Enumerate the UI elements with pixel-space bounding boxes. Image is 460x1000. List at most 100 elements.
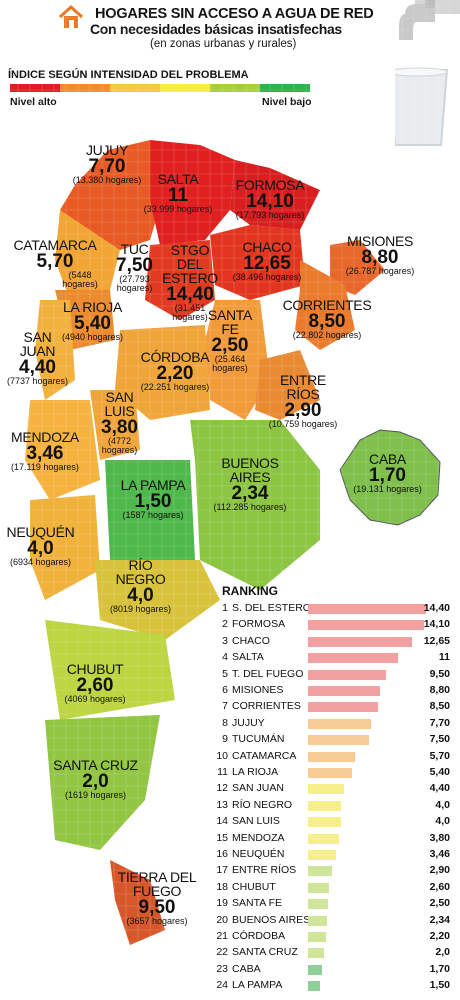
label-mendoza: MENDOZA 3,46 (17.119 hogares) (11, 429, 79, 472)
ranking-province: JUJUY (232, 716, 265, 729)
ranking-bar (308, 899, 329, 910)
ranking-province: SAN LUIS (232, 815, 280, 828)
ranking-row: 22 SANTA CRUZ 2,0 (212, 945, 460, 960)
ranking-bar (308, 604, 426, 614)
ranking-bar (308, 669, 386, 680)
label-san-luis: SAN LUIS 3,80 (4772 hogares) (101, 389, 138, 455)
ranking-province: SANTA CRUZ (232, 946, 298, 959)
ranking-row: 24 LA PAMPA 1,50 (212, 978, 460, 993)
label-chaco: CHACO 12,65 (38.496 hogares) (232, 239, 302, 282)
ranking-value: 3,46 (429, 848, 450, 860)
label-caba: CABA 1,70 (19.131 hogares) (353, 451, 422, 494)
ranking-row: 21 CÓRDOBA 2,20 (212, 929, 460, 944)
ranking-bar (308, 817, 341, 828)
ranking-position: 23 (216, 962, 228, 975)
label-tierra-del-fuego: TIERRA DEL FUEGO 9,50 (3657 hogares) (117, 869, 197, 926)
ranking-row: 10 CATAMARCA 5,70 (212, 749, 460, 764)
ranking-position: 19 (216, 897, 228, 910)
ranking-province: CATAMARCA (232, 749, 297, 762)
ranking-province: CHUBUT (232, 880, 276, 893)
ranking-row: 20 BUENOS AIRES 2,34 (212, 913, 460, 928)
ranking-row: 8 JUJUY 7,70 (212, 716, 460, 731)
ranking-value: 4,40 (429, 782, 450, 795)
ranking-position: 13 (216, 798, 228, 811)
ranking-row: 13 RÍO NEGRO 4,0 (212, 798, 460, 813)
ranking-position: 1 (222, 602, 228, 614)
ranking-row: 3 CHACO 12,65 (212, 634, 460, 649)
label-tucuman: TUC 7,50 (27.793 hogares) (116, 241, 153, 293)
ranking-bar (308, 702, 378, 713)
label-stgo-del-estero: STGO DEL ESTERO 14,40 (31.451 hogares) (162, 242, 218, 322)
ranking-province: CHACO (232, 634, 270, 647)
ranking-province: S. DEL ESTERO (232, 602, 311, 614)
ranking-position: 17 (216, 864, 228, 877)
ranking-province: SALTA (232, 651, 264, 664)
ranking-bar (308, 735, 370, 746)
ranking-value: 2,20 (429, 930, 450, 942)
ranking-bar (308, 932, 327, 942)
label-santa-fe: SANTA FE 2,50 (25.464 hogares) (207, 307, 253, 373)
ranking-value: 14,10 (423, 618, 450, 631)
ranking-position: 18 (216, 880, 228, 893)
ranking-position: 12 (216, 782, 228, 795)
ranking-position: 22 (216, 946, 228, 959)
ranking-province: FORMOSA (232, 618, 286, 631)
ranking-row: 18 CHUBUT 2,60 (212, 880, 460, 895)
ranking-province: CORRIENTES (232, 700, 301, 713)
ranking-bar (308, 948, 325, 959)
ranking-position: 6 (222, 684, 228, 696)
ranking-bar (308, 718, 372, 729)
label-la-rioja: LA RIOJA 5,40 (4940 hogares) (61, 299, 124, 342)
ranking-position: 7 (222, 700, 228, 713)
ranking-bar (308, 964, 322, 975)
label-misiones: MISIONES 8,80 (26.787 hogares) (345, 233, 415, 276)
ranking-bar (308, 915, 328, 926)
ranking-province: BUENOS AIRES (232, 913, 311, 926)
label-santa-cruz: SANTA CRUZ 2,0 (1619 hogares) (53, 757, 138, 800)
ranking-position: 20 (216, 913, 228, 926)
ranking-value: 8,80 (429, 684, 450, 696)
ranking-province: ENTRE RÍOS (232, 864, 297, 877)
ranking-province: CÓRDOBA (232, 930, 286, 942)
ranking-position: 15 (216, 831, 228, 844)
ranking-value: 5,70 (429, 749, 450, 762)
ranking-position: 9 (222, 733, 228, 746)
ranking-value: 2,34 (429, 913, 450, 926)
ranking-position: 8 (222, 716, 228, 729)
label-chubut: CHUBUT 2,60 (4069 hogares) (64, 661, 126, 704)
ranking-row: 6 MISIONES 8,80 (212, 683, 460, 698)
ranking-position: 4 (222, 651, 228, 664)
label-corrientes: CORRIENTES 8,50 (22.802 hogares) (282, 297, 372, 340)
ranking-row: 1 S. DEL ESTERO 14,40 (212, 601, 460, 616)
ranking-value: 1,50 (429, 979, 450, 992)
ranking-position: 14 (216, 815, 228, 828)
label-jujuy: JUJUY 7,70 (13.380 hogares) (72, 142, 142, 185)
ranking-bar (308, 800, 341, 811)
ranking-value: 7,50 (429, 733, 450, 746)
ranking-value: 2,50 (429, 897, 450, 910)
ranking-bar (308, 653, 399, 664)
ranking-row: 2 FORMOSA 14,10 (212, 617, 460, 632)
ranking-bar (308, 751, 355, 762)
ranking-province: SAN JUAN (232, 782, 284, 795)
ranking-value: 4,0 (435, 798, 450, 811)
ranking-row: 14 SAN LUIS 4,0 (212, 814, 460, 829)
ranking-bar (308, 882, 330, 893)
ranking-position: 10 (216, 749, 228, 762)
ranking-value: 2,60 (429, 880, 450, 893)
ranking-row: 7 CORRIENTES 8,50 (212, 699, 460, 714)
ranking-row: 23 CABA 1,70 (212, 962, 460, 977)
label-rio-negro: RÍO NEGRO 4,0 (8019 hogares) (109, 557, 172, 614)
ranking-province: LA RIOJA (232, 766, 279, 778)
ranking-row: 15 MENDOZA 3,80 (212, 831, 460, 846)
ranking-province: RÍO NEGRO (232, 798, 293, 811)
ranking-title: RANKING (222, 584, 278, 598)
ranking-province: MISIONES (232, 684, 284, 696)
ranking-value: 7,70 (429, 716, 450, 729)
ranking-value: 4,0 (435, 815, 450, 828)
label-la-pampa: LA PAMPA 1,50 (1587 hogares) (120, 477, 186, 520)
label-salta: SALTA 11 (33.999 hogares) (143, 171, 213, 214)
ranking-position: 5 (222, 667, 228, 680)
ranking-position: 11 (217, 766, 228, 778)
ranking-bar (308, 850, 337, 860)
